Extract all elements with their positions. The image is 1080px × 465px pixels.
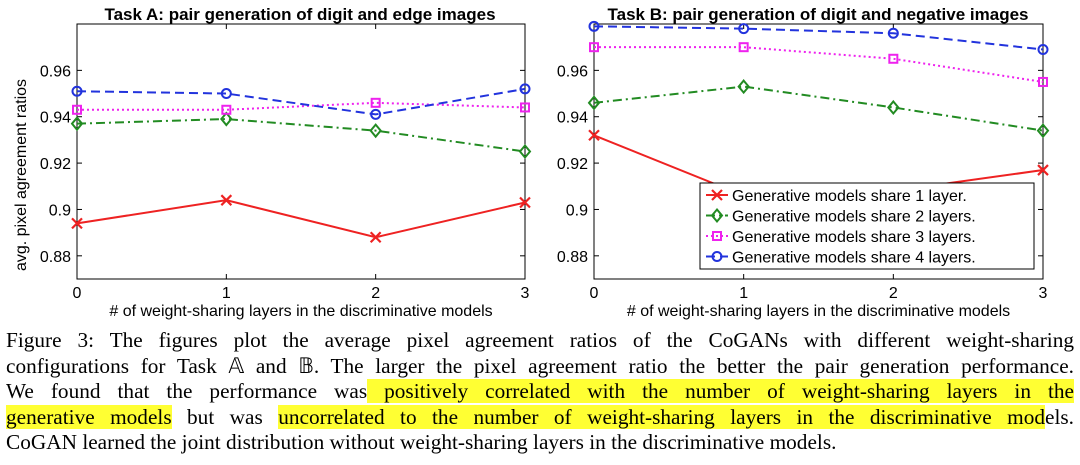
caption-line-5: CoGAN learned the joint distribution wit… (6, 430, 837, 454)
x-marker (369, 231, 382, 244)
series-4 (588, 20, 1049, 55)
series-1 (71, 194, 531, 244)
x-marker (711, 189, 723, 201)
caption-highlight: positively correlated with the number of… (367, 379, 1074, 403)
legend-box (699, 182, 1035, 270)
x-tick-label: 0 (73, 285, 82, 302)
caption-highlight: uncorrelated to the number of weight-sha… (278, 404, 1046, 429)
square-marker (589, 42, 599, 53)
x-marker (1037, 164, 1049, 176)
diamond-marker (737, 79, 750, 95)
series-2 (587, 79, 1050, 139)
x-marker (588, 129, 600, 142)
caption-line-1: Figure 3: The figures plot the average p… (6, 328, 1074, 352)
caption-text: els. (1045, 404, 1074, 429)
circle-marker (370, 108, 382, 120)
square-marker (520, 102, 530, 113)
circle-marker (588, 20, 600, 32)
chart-task-b: Task B: pair generation of digit and neg… (557, 5, 1050, 320)
circle-marker (711, 251, 723, 262)
x-marker (519, 196, 531, 209)
series-line (593, 85, 1044, 132)
x-tick-label: 0 (590, 285, 599, 302)
y-tick-label: 0.88 (557, 249, 588, 266)
series-4 (71, 83, 531, 120)
y-tick-label: 0.96 (40, 63, 71, 80)
x-marker (220, 194, 233, 206)
circle-marker (220, 88, 232, 100)
series-2 (70, 111, 532, 160)
square-marker (221, 104, 232, 115)
figure-caption: Figure 3: The figures plot the average p… (6, 328, 1074, 456)
y-tick-label: 0.94 (40, 110, 71, 127)
chart-title: Task A: pair generation of digit and edg… (104, 5, 495, 24)
series-3 (589, 42, 1048, 87)
x-marker (71, 217, 83, 230)
square-marker (72, 104, 82, 115)
diamond-marker (887, 99, 900, 116)
legend-label: Generative models share 4 layers. (732, 250, 976, 267)
caption-highlight: generative models (6, 404, 172, 429)
circle-marker (71, 85, 83, 97)
diamond-marker (1036, 123, 1050, 139)
square-marker (712, 231, 722, 241)
y-tick-label: 0.88 (40, 249, 71, 266)
y-tick-label: 0.94 (557, 110, 588, 127)
diamond-marker (710, 207, 724, 224)
circle-marker (738, 23, 750, 35)
legend-label: Generative models share 1 layer. (732, 188, 967, 205)
x-tick-label: 1 (739, 285, 748, 302)
y-tick-label: 0.92 (557, 156, 588, 173)
x-axis-label: # of weight-sharing layers in the discri… (627, 303, 1010, 320)
y-tick-label: 0.96 (557, 63, 588, 80)
x-tick-label: 3 (1039, 285, 1048, 302)
square-marker (370, 97, 381, 108)
square-marker (888, 53, 899, 64)
series-line (76, 87, 526, 116)
figure: avg. pixel agreement ratios Task A: pair… (13, 5, 1050, 320)
x-axis-label: # of weight-sharing layers in the discri… (109, 303, 492, 320)
caption-line-4: generative models but was uncorrelated t… (6, 404, 1074, 431)
circle-marker (887, 27, 899, 39)
plot-frame (593, 23, 1044, 280)
y-tick-label: 0.9 (566, 202, 588, 219)
caption-line-3: We found that the performance was positi… (6, 379, 1074, 405)
caption-line-2: configurations for Task 𝔸 and 𝔹. The lar… (6, 353, 1074, 378)
legend-label: Generative models share 2 layers. (732, 209, 976, 226)
circle-marker (1037, 44, 1049, 55)
diamond-marker (70, 116, 84, 132)
circle-marker (519, 83, 531, 95)
diamond-marker (518, 143, 532, 160)
diamond-marker (587, 95, 601, 111)
legend-label: Generative models share 3 layers. (732, 229, 976, 246)
square-marker (738, 42, 749, 53)
x-tick-label: 2 (889, 285, 898, 302)
caption-text: We found that the performance was (6, 379, 368, 403)
shared-y-axis-label: avg. pixel agreement ratios (13, 79, 30, 271)
y-tick-label: 0.92 (40, 156, 71, 173)
series-3 (72, 97, 530, 115)
series-line (76, 118, 526, 153)
diamond-marker (369, 123, 382, 139)
square-marker (1038, 76, 1048, 87)
series-line (594, 46, 1044, 83)
x-tick-label: 3 (521, 285, 530, 302)
x-tick-label: 2 (371, 285, 380, 302)
x-tick-label: 1 (222, 285, 231, 302)
y-tick-label: 0.9 (49, 202, 71, 219)
chart-task-a: Task A: pair generation of digit and edg… (40, 5, 532, 320)
chart-title: Task B: pair generation of digit and neg… (608, 5, 1029, 24)
diamond-marker (220, 111, 233, 127)
series-line (76, 199, 526, 239)
caption-text: but was (171, 404, 279, 429)
series-line (593, 25, 1044, 51)
plot-frame (76, 23, 526, 280)
